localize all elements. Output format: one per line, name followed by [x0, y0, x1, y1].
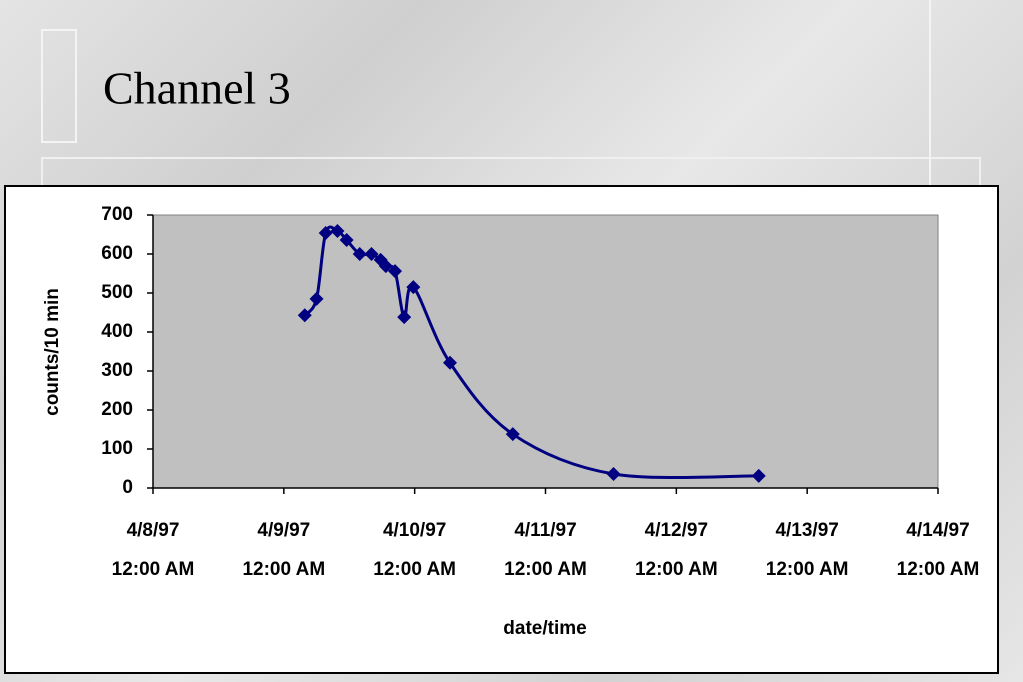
- data-marker: [406, 280, 421, 295]
- x-tick-label: 12:00 AM: [766, 559, 849, 580]
- y-tick-label: 700: [101, 204, 133, 225]
- x-tick-label: 4/10/97: [383, 520, 446, 541]
- data-marker: [330, 223, 345, 238]
- data-marker: [751, 468, 766, 483]
- x-tick-label: 12:00 AM: [242, 559, 325, 580]
- data-marker: [397, 310, 412, 325]
- data-marker: [364, 247, 379, 261]
- y-tick-label: 100: [101, 438, 133, 459]
- data-marker: [606, 466, 621, 481]
- data-marker: [309, 291, 324, 306]
- y-tick-label: 500: [101, 282, 133, 303]
- x-tick-label: 12:00 AM: [112, 559, 195, 580]
- chart: 0 100 200 300 400 500 600 700 4/8/97 12:00 AM 4/9/…: [42, 204, 979, 639]
- data-marker: [388, 264, 403, 279]
- data-marker: [378, 259, 393, 274]
- y-tick-label: 0: [122, 477, 133, 498]
- x-tick-label: 12:00 AM: [373, 559, 456, 580]
- decor-frame: [41, 29, 77, 143]
- y-axis-label: counts/10 min: [42, 288, 63, 416]
- x-tick-label: 4/12/97: [645, 520, 708, 541]
- x-tick-label: 12:00 AM: [897, 559, 980, 580]
- plot-area: [152, 214, 939, 489]
- data-marker: [442, 355, 457, 370]
- x-tick-label: 12:00 AM: [504, 559, 587, 580]
- decor-frame: [41, 157, 981, 189]
- y-tick-label: 400: [101, 321, 133, 342]
- x-tick-label: 12:00 AM: [635, 559, 718, 580]
- x-tick-label: 4/8/97: [127, 520, 180, 541]
- y-tick-label: 300: [101, 360, 133, 381]
- x-tick-label: 4/9/97: [257, 520, 310, 541]
- data-marker: [352, 247, 367, 261]
- data-marker: [339, 232, 354, 247]
- x-tick-label: 4/14/97: [906, 520, 969, 541]
- data-marker: [297, 308, 312, 323]
- y-tick-label: 600: [101, 243, 133, 264]
- data-marker: [505, 427, 520, 442]
- slide-title: Channel 3: [103, 63, 291, 114]
- x-tick-label: 4/13/97: [775, 520, 838, 541]
- x-axis-label: date/time: [503, 618, 586, 639]
- data-marker: [318, 225, 333, 240]
- x-tick-label: 4/11/97: [514, 520, 576, 541]
- y-tick-label: 200: [101, 399, 133, 420]
